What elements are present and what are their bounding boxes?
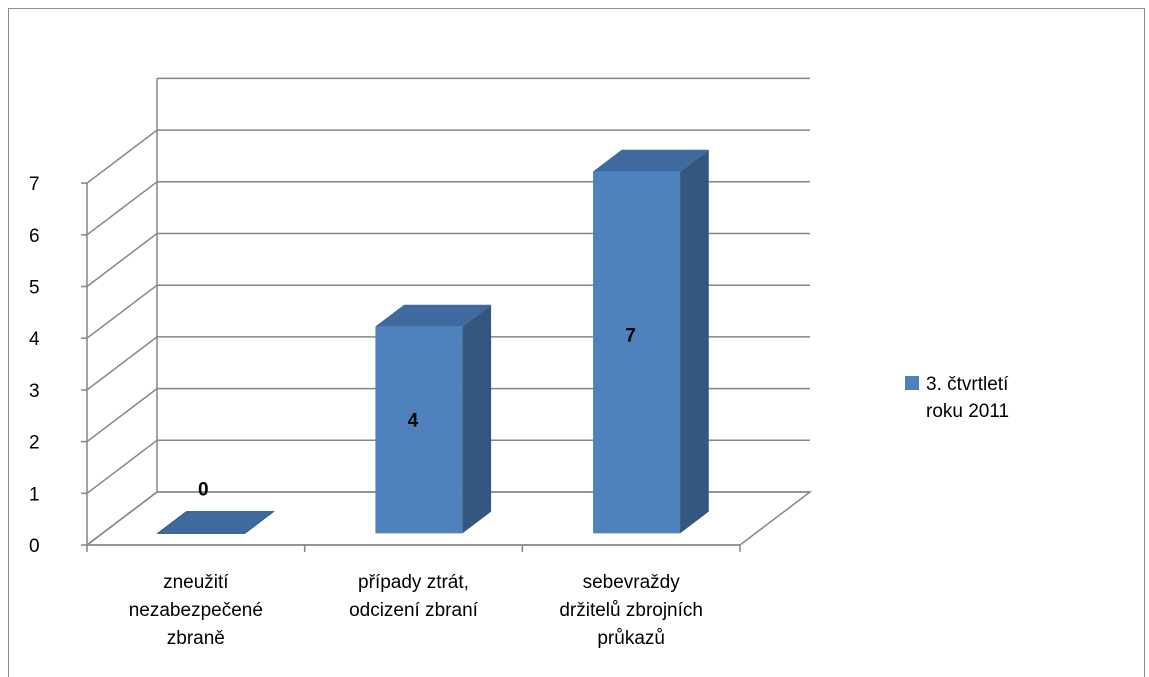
data-label: 0 bbox=[198, 479, 209, 500]
y-tick-label: 4 bbox=[29, 329, 40, 350]
bars-layer bbox=[156, 149, 709, 534]
x-category-label: nezabezpečené bbox=[129, 600, 263, 621]
bar-top bbox=[156, 511, 275, 534]
y-tick-label: 3 bbox=[29, 381, 40, 402]
side-gridline bbox=[86, 129, 158, 184]
bar-top bbox=[593, 149, 709, 172]
y-tick-label: 5 bbox=[29, 278, 40, 299]
side-gridline bbox=[86, 284, 158, 339]
bar-front bbox=[375, 326, 463, 534]
x-category-label: zbraně bbox=[167, 628, 225, 649]
data-label: 7 bbox=[625, 325, 636, 346]
side-gridline bbox=[86, 232, 158, 288]
side-gridline bbox=[86, 181, 158, 236]
x-category-label: držitelů zbrojních bbox=[559, 600, 703, 621]
y-tick-label: 1 bbox=[29, 484, 40, 505]
y-tick-label: 7 bbox=[29, 174, 40, 195]
y-tick-label: 2 bbox=[29, 433, 40, 454]
data-label: 4 bbox=[408, 411, 419, 432]
x-category-label: sebevraždy bbox=[583, 572, 681, 593]
labels-layer: 0 zneužití nezabezpečené zbraně 4 případy ztr… bbox=[129, 325, 703, 649]
legend-swatch bbox=[905, 376, 919, 390]
chart-frame bbox=[8, 8, 1145, 677]
side-gridline bbox=[86, 336, 158, 391]
axis-layer: 0 1 2 3 4 5 6 7 bbox=[29, 174, 741, 557]
bar-top bbox=[375, 304, 492, 327]
side-gridline bbox=[86, 491, 158, 546]
bar-side bbox=[680, 149, 709, 534]
y-tick-label: 6 bbox=[29, 226, 40, 247]
x-category-label: zneužití bbox=[163, 572, 229, 593]
x-category-label: průkazů bbox=[597, 628, 665, 649]
x-category-label: odcizení zbraní bbox=[349, 600, 479, 621]
side-gridline bbox=[86, 439, 158, 494]
bar-side bbox=[462, 304, 492, 534]
bar-front bbox=[593, 171, 681, 534]
legend[interactable]: 3. čtvrtletí roku 2011 bbox=[905, 374, 1009, 422]
legend-label: roku 2011 bbox=[926, 401, 1009, 422]
y-tick-label: 0 bbox=[29, 536, 40, 557]
legend-label: 3. čtvrtletí bbox=[926, 374, 1009, 395]
x-category-label: případy ztrát, bbox=[358, 572, 469, 593]
side-gridline bbox=[86, 388, 158, 443]
